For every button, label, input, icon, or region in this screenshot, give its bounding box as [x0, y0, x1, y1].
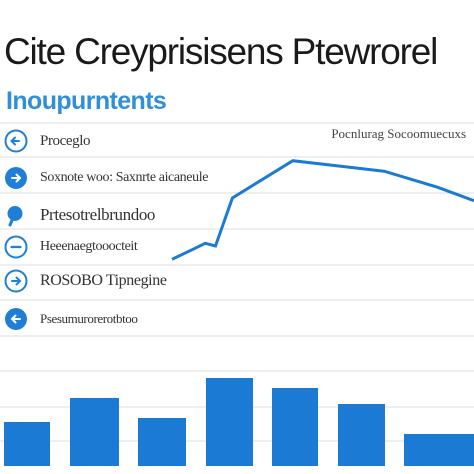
arrow-right-icon [5, 167, 27, 189]
top-right-label: Pocnlurag Socoomuecuxs [331, 126, 466, 141]
legend-label: Psesumurorerotbtoo [40, 311, 138, 326]
bar [206, 378, 253, 466]
legend-label: Proceglo [40, 132, 91, 149]
bar [138, 418, 186, 466]
line-series [171, 159, 474, 261]
legend-entry-1: Proceglo [4, 128, 91, 154]
legend-entry-3: Prtesotrelbrundoo [4, 202, 155, 228]
search-icon [7, 206, 23, 227]
bar [272, 388, 318, 466]
chart-subtitle: Inoupurntents [6, 87, 167, 115]
bar [70, 398, 119, 466]
arrow-left-icon [5, 308, 27, 330]
legend-label: Heeenaegtooocteit [40, 239, 138, 254]
legend-entry-2: Soxnote woo: Saxnrte aicaneule [4, 165, 208, 191]
legend-entry-6: Psesumurorerotbtoo [4, 306, 138, 332]
bar [404, 434, 450, 466]
chart-title: Cite Creyprisisens Ptewrorel [4, 31, 438, 72]
legend-label: ROSOBO Tipnegine [40, 272, 167, 289]
minus-circle-icon [4, 235, 28, 259]
legend-entry-5: ROSOBO Tipnegine [4, 268, 167, 294]
bar [338, 404, 385, 466]
bar [4, 422, 50, 466]
arrow-right-icon [4, 269, 28, 293]
legend-label: Prtesotrelbrundoo [40, 205, 156, 224]
legend-label: Soxnote woo: Saxnrte aicaneule [40, 170, 209, 185]
arrow-left-icon [4, 129, 28, 153]
legend-entry-4: Heeenaegtooocteit [4, 234, 138, 260]
bar [446, 434, 474, 466]
